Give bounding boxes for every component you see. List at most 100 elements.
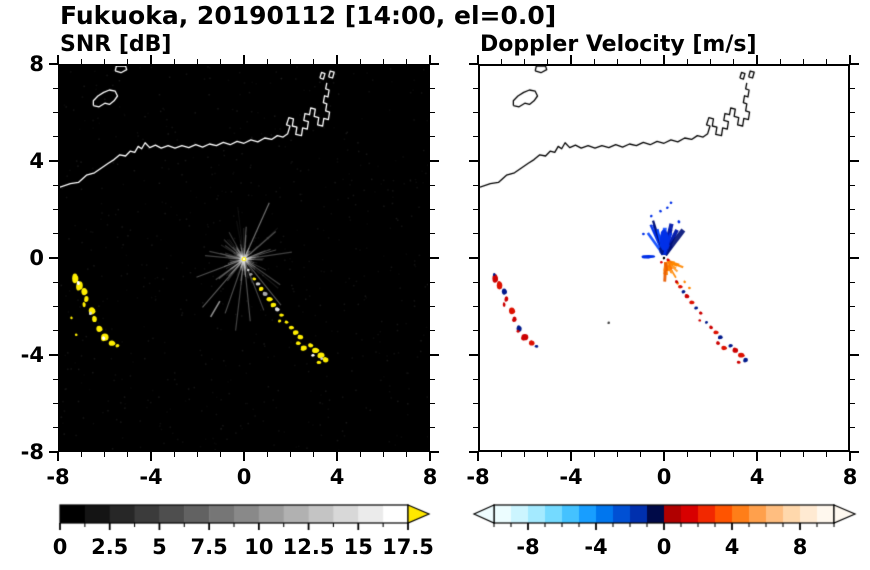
snr-y-tick-label: 8 — [29, 52, 44, 76]
axis-tick — [80, 59, 82, 64]
axis-tick — [430, 451, 439, 453]
axis-tick — [53, 305, 58, 308]
snr-y-tick-label: -8 — [20, 440, 44, 464]
axis-tick — [53, 87, 58, 89]
doppler-x-tick-label: 4 — [749, 465, 765, 489]
axis-tick — [220, 452, 222, 457]
axis-tick — [150, 452, 152, 461]
axis-tick — [382, 452, 385, 457]
axis-tick — [289, 59, 292, 64]
axis-tick — [266, 452, 268, 457]
axis-tick — [850, 281, 855, 283]
axis-tick — [850, 208, 855, 211]
axis-tick — [616, 59, 619, 64]
axis-tick — [49, 160, 58, 162]
axis-tick — [406, 452, 408, 457]
axis-tick — [243, 55, 245, 64]
axis-tick — [473, 378, 478, 380]
axis-tick — [473, 208, 478, 211]
axis-tick — [850, 136, 855, 138]
axis-tick — [570, 55, 572, 64]
doppler-colorbar-label: -4 — [584, 535, 608, 559]
axis-tick — [173, 452, 175, 457]
snr-y-tick-label: -4 — [20, 343, 44, 367]
axis-tick — [733, 452, 735, 457]
axis-tick — [473, 87, 478, 89]
snr-colorbar-label: 15 — [343, 535, 373, 559]
axis-tick — [359, 452, 361, 457]
axis-tick — [779, 59, 781, 64]
axis-tick — [473, 402, 478, 405]
axis-tick — [593, 452, 595, 457]
axis-tick — [430, 427, 435, 429]
axis-tick — [127, 452, 129, 457]
axis-tick — [849, 452, 851, 461]
snr-colorbar-label: 10 — [244, 535, 274, 559]
axis-tick — [313, 59, 315, 64]
axis-tick — [469, 257, 478, 259]
axis-tick — [477, 452, 479, 461]
doppler-colorbar-label: 8 — [792, 535, 808, 559]
axis-tick — [849, 55, 851, 64]
axis-tick — [53, 402, 58, 405]
axis-tick — [53, 281, 58, 283]
axis-tick — [430, 184, 435, 186]
axis-tick — [850, 402, 855, 405]
axis-tick — [850, 184, 855, 186]
axis-tick — [53, 378, 58, 380]
doppler-colorbar — [470, 502, 860, 534]
snr-y-tick-label: 4 — [29, 149, 44, 173]
axis-tick — [802, 452, 805, 457]
axis-tick — [850, 87, 855, 89]
axis-tick — [336, 55, 338, 64]
axis-tick — [640, 452, 642, 457]
axis-tick — [850, 354, 859, 356]
axis-tick — [430, 87, 435, 89]
axis-tick — [500, 59, 502, 64]
axis-tick — [473, 281, 478, 283]
axis-tick — [616, 452, 619, 457]
axis-tick — [53, 208, 58, 211]
axis-tick — [469, 354, 478, 356]
doppler-x-tick-label: 0 — [656, 465, 672, 489]
doppler-colorbar-label: 0 — [656, 535, 672, 559]
figure-title: Fukuoka, 20190112 [14:00, el=0.0] — [60, 1, 557, 30]
axis-tick — [313, 452, 315, 457]
axis-tick — [756, 55, 758, 64]
axis-tick — [430, 402, 435, 405]
axis-tick — [850, 111, 855, 114]
axis-tick — [469, 451, 478, 453]
snr-x-tick-label: -8 — [46, 465, 70, 489]
axis-tick — [430, 160, 439, 162]
axis-tick — [709, 452, 712, 457]
axis-tick — [49, 354, 58, 356]
snr-x-tick-label: 0 — [236, 465, 252, 489]
axis-tick — [469, 160, 478, 162]
axis-tick — [53, 184, 58, 186]
axis-tick — [430, 257, 439, 259]
snr-panel-title: SNR [dB] — [60, 32, 172, 57]
axis-tick — [473, 305, 478, 308]
axis-tick — [103, 452, 106, 457]
axis-tick — [196, 452, 199, 457]
axis-tick — [53, 233, 58, 235]
axis-tick — [469, 63, 478, 65]
snr-x-tick-label: -4 — [139, 465, 163, 489]
axis-tick — [523, 452, 526, 457]
axis-tick — [473, 427, 478, 429]
snr-x-tick-label: 4 — [329, 465, 345, 489]
axis-tick — [826, 452, 828, 457]
axis-tick — [430, 63, 439, 65]
axis-tick — [779, 452, 781, 457]
axis-tick — [173, 59, 175, 64]
axis-tick — [57, 452, 59, 461]
axis-tick — [336, 452, 338, 461]
axis-tick — [266, 59, 268, 64]
axis-tick — [850, 305, 855, 308]
axis-tick — [663, 55, 665, 64]
axis-tick — [850, 257, 859, 259]
doppler-map-canvas — [480, 66, 848, 450]
doppler-x-tick-label: -8 — [466, 465, 490, 489]
axis-tick — [473, 136, 478, 138]
